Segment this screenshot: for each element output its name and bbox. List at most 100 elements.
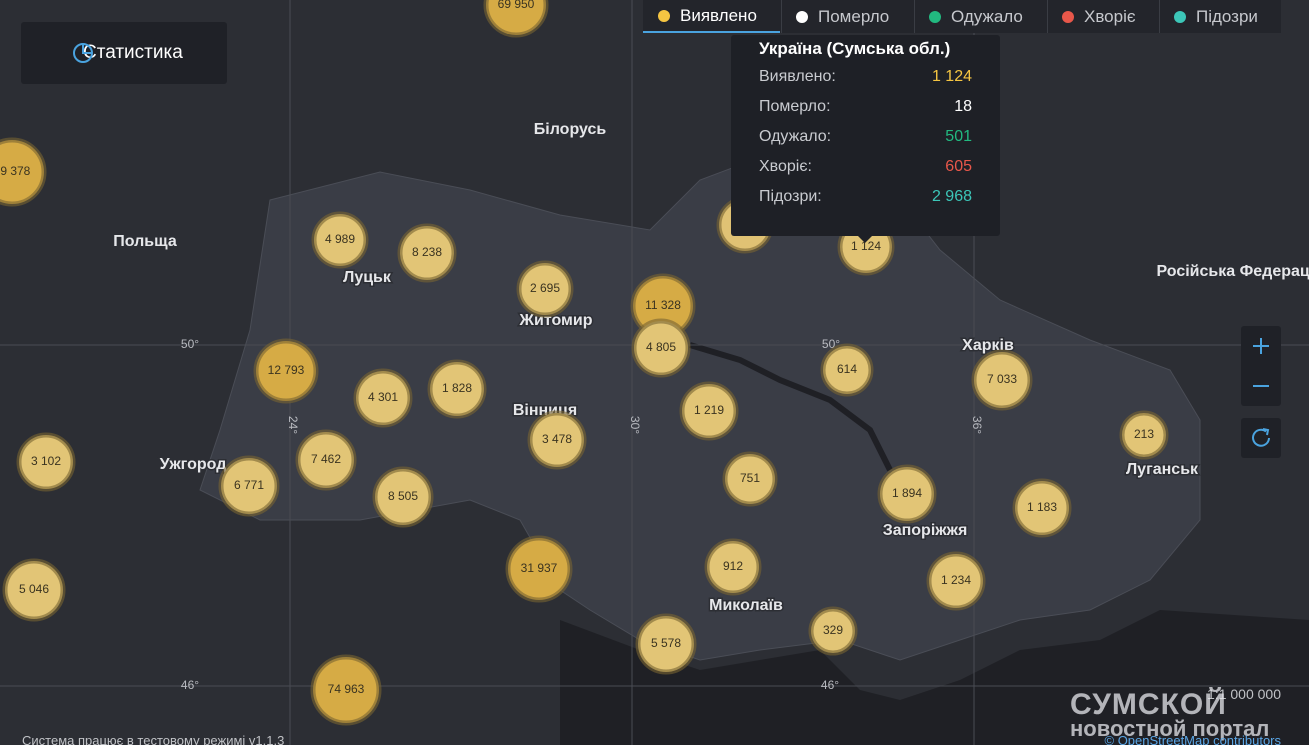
cluster[interactable]: 5 046 [2,558,66,622]
cluster[interactable]: 69 950 [483,0,549,38]
stats-icon [73,43,93,63]
cluster[interactable]: 69 378 [0,137,47,207]
sea [560,610,1309,745]
tooltip-row-value: 18 [954,98,972,115]
tab-dot [1062,10,1074,23]
tooltip-arrow [857,235,873,243]
cluster-circle [427,359,487,419]
cluster[interactable]: 12 793 [253,338,319,404]
cluster-label: 5 046 [19,582,49,596]
cluster[interactable]: 751 [722,451,778,507]
cluster[interactable]: 614 [820,343,874,397]
cluster[interactable]: 3 102 [16,432,76,492]
tab-divider [914,0,915,33]
grid-label: 46° [821,678,839,692]
cluster[interactable]: 5 578 [635,613,697,675]
cluster-label: 8 505 [388,489,418,503]
cluster[interactable]: 1 183 [1012,478,1072,538]
tab[interactable]: Померло [783,0,903,33]
attribution[interactable]: © OpenStreetMap contributors [1104,733,1282,745]
cluster-label: 614 [837,362,857,376]
cluster-label: 12 793 [268,363,305,377]
cluster[interactable]: 1 234 [926,551,986,611]
cluster[interactable]: 7 462 [295,429,357,491]
river [689,342,893,472]
tab-label: Виявлено [680,5,757,25]
cluster-label: 751 [740,471,760,485]
cluster-circle [635,613,697,675]
cluster[interactable]: 11 328 [630,273,696,339]
watermark-subtitle: новостной портал [1070,716,1270,741]
tabs: Виявлено Померло Одужало Хворіє Підозри [643,0,1281,33]
cluster[interactable]: 4 301 [353,368,413,428]
cluster-label: 7 462 [311,452,341,466]
tab-divider [1047,0,1048,33]
cluster-label: 329 [823,623,843,637]
cluster-circle [295,429,357,491]
cluster[interactable]: 1 828 [427,359,487,419]
tab-label: Хворіє [1084,6,1136,26]
cluster[interactable]: 8 505 [372,466,434,528]
grid-label: 30° [628,416,642,434]
tooltip-row-label: Одужало: [759,128,832,145]
tab[interactable]: Хворіє [1049,0,1159,33]
cluster-circle [722,451,778,507]
cluster-circle [397,223,457,283]
cluster[interactable]: 31 937 [505,535,573,603]
cluster-label: 7 033 [987,372,1017,386]
cluster-circle [926,551,986,611]
refresh-button[interactable] [1241,418,1281,458]
cluster-label: 8 238 [412,245,442,259]
cluster-label: 3 102 [31,454,61,468]
tab[interactable]: Виявлено [643,0,780,33]
zoom-in[interactable] [1253,338,1269,354]
cluster[interactable]: 8 238 [397,223,457,283]
place-label: Білорусь [534,121,607,138]
cluster-circle [679,381,739,441]
cluster[interactable]: 6 771 [218,455,280,517]
cluster[interactable]: 7 033 [971,349,1033,411]
cluster-circle [310,654,382,726]
cluster[interactable]: 74 963 [310,654,382,726]
tab-dot [929,10,941,23]
footer-text: Система працює в тестовому режимі v1.1.3 [22,733,285,745]
cluster-label: 3 478 [542,432,572,446]
stats-label: Статистика [83,42,183,63]
tab-label: Одужало [951,6,1023,26]
tooltip-row-label: Підозри: [759,188,822,205]
tab-divider [781,0,782,33]
cluster-circle [1119,410,1169,460]
cluster-label: 11 328 [645,298,681,312]
cluster-circle [971,349,1033,411]
cluster[interactable]: 3 478 [527,410,587,470]
tab[interactable]: Підозри [1161,0,1281,33]
cluster-label: 31 937 [521,561,558,575]
cluster[interactable]: 213 [1119,410,1169,460]
tooltip-row-value: 1 124 [931,68,972,85]
cluster[interactable]: 2 695 [516,260,574,318]
cluster[interactable]: 1 894 [877,464,937,524]
cluster[interactable]: 4 805 [631,318,691,378]
cluster[interactable]: 4 989 [311,211,369,269]
cluster[interactable]: 329 [808,606,858,656]
tab-divider [1159,0,1160,33]
tab[interactable]: Одужало [916,0,1046,33]
cluster-circle [0,137,47,207]
stats-button[interactable]: Статистика [21,22,227,84]
place-label: Миколаїв [709,597,783,614]
tooltip-row-value: 605 [945,158,972,175]
tooltip-row-label: Виявлено: [759,68,836,85]
cluster-label: 2 695 [530,281,560,295]
scale: 1:1 000 000 [1207,686,1281,702]
cluster[interactable]: 912 [704,538,762,596]
cluster-circle [704,538,762,596]
cluster-label: 4 301 [368,390,398,404]
grid-label: 24° [286,416,300,434]
cluster-label: 4 989 [325,232,355,246]
cluster-label: 69 378 [0,164,31,178]
place-label: Ужгород [160,456,227,473]
cluster-circle [253,338,319,404]
place-label: Луцьк [343,269,392,286]
tab-label: Підозри [1196,6,1258,26]
cluster[interactable]: 1 219 [679,381,739,441]
